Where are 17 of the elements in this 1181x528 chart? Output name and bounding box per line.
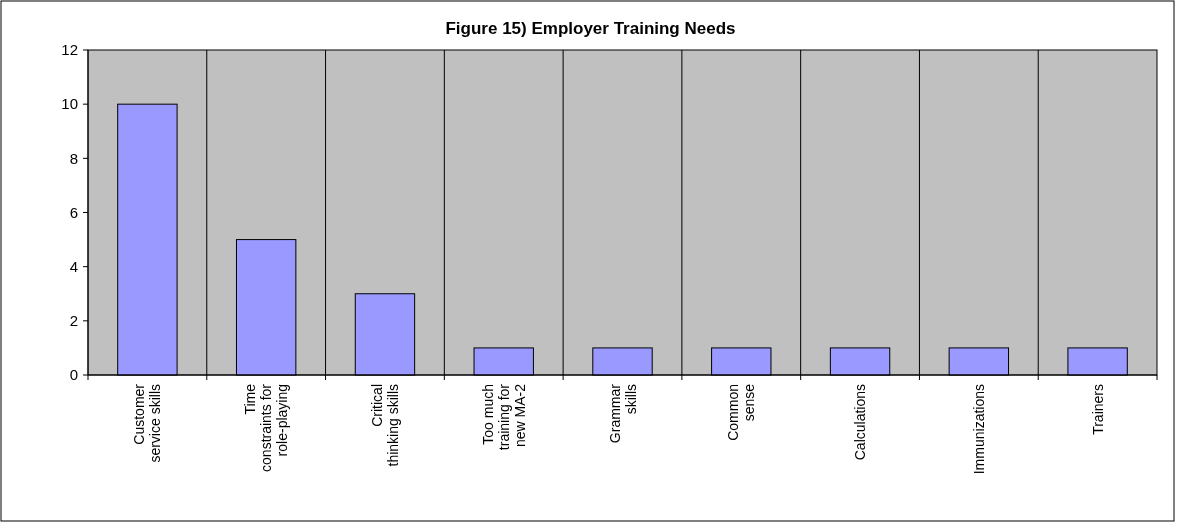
x-tick-label: Trainers bbox=[1089, 384, 1106, 435]
y-tick-label: 6 bbox=[69, 203, 78, 221]
y-tick-label: 0 bbox=[69, 366, 78, 384]
chart-title: Figure 15) Employer Training Needs bbox=[445, 19, 736, 38]
x-tick-label: Time constraints for role-playing bbox=[242, 383, 291, 472]
y-tick-label: 12 bbox=[61, 41, 78, 59]
x-tick-label: Grammar skills bbox=[606, 383, 639, 444]
x-tick-label: Calculations bbox=[852, 384, 869, 461]
y-tick-label: 2 bbox=[69, 312, 78, 330]
x-tick-label: Too much training for new MA-2 bbox=[479, 383, 528, 451]
x-tick-label: Immunizations bbox=[970, 384, 987, 475]
y-tick-label: 4 bbox=[69, 257, 78, 275]
x-tick-label: Common sense bbox=[725, 383, 758, 441]
x-tick-label: Customer service skills bbox=[131, 383, 164, 463]
y-tick-label: 10 bbox=[61, 95, 78, 113]
y-tick-label: 8 bbox=[69, 149, 78, 167]
x-tick-label: Critical thinking skills bbox=[368, 384, 401, 467]
